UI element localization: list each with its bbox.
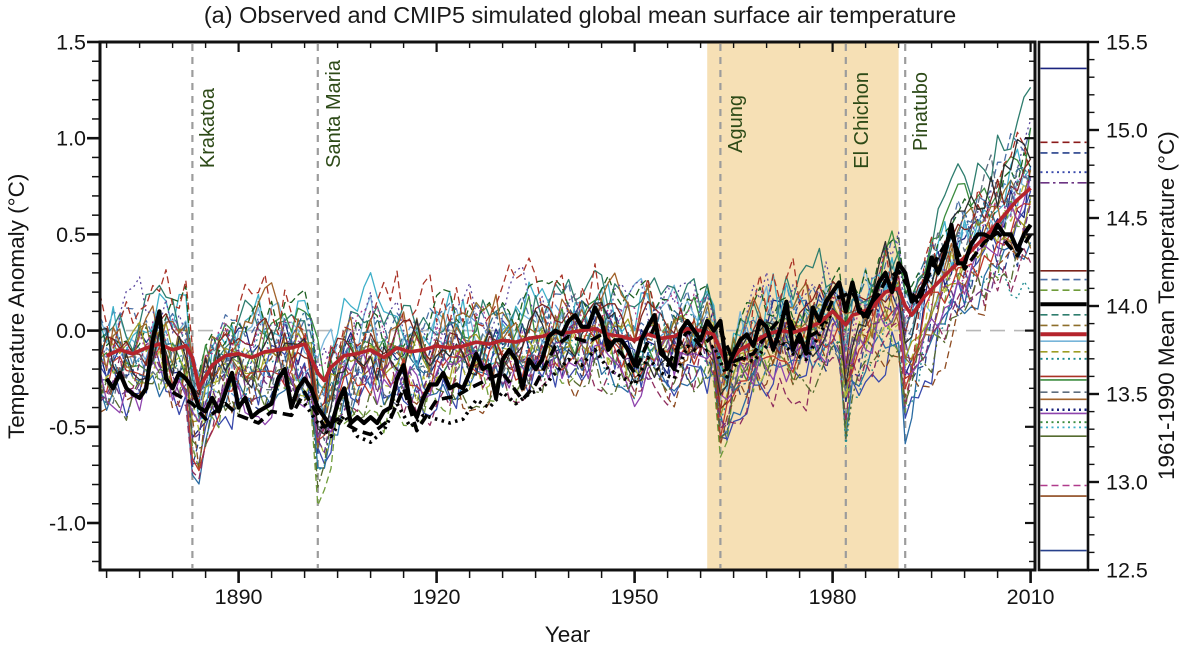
y-left-tick-label: 1.5 <box>56 31 86 55</box>
ensemble-model-line <box>101 152 1032 389</box>
y-right-tick-label: 12.5 <box>1106 559 1148 583</box>
ensemble-model-line <box>101 119 1032 424</box>
y-left-tick-label: 0.5 <box>56 223 86 247</box>
y-right-tick-label: 14.0 <box>1106 295 1148 319</box>
x-axis-title: Year <box>544 622 591 647</box>
y-right-tick-label: 14.5 <box>1106 207 1148 231</box>
y-left-tick-label: 1.0 <box>56 127 86 151</box>
series-multi-model-mean-line <box>105 186 1032 391</box>
ensemble-model-line <box>101 154 1031 442</box>
x-tick-label: 1920 <box>413 585 461 609</box>
y-left-tick-label: 0.0 <box>56 319 86 343</box>
side-panel-lines <box>1040 67 1087 552</box>
ensemble-model-line <box>101 167 1032 401</box>
y-right-tick-label: 15.5 <box>1106 31 1148 55</box>
ensemble-model-line <box>101 198 1031 506</box>
x-tick-label: 2010 <box>1007 585 1055 609</box>
ensemble-model-line <box>101 131 1032 414</box>
y-left-tick-label: -0.5 <box>49 415 86 439</box>
main-plot-frame <box>98 40 1037 572</box>
y-right-tick-label: 13.5 <box>1106 383 1148 407</box>
reference-period-band <box>707 43 899 569</box>
x-tick-label: 1950 <box>611 585 659 609</box>
series-observed-dotted-line <box>303 310 835 445</box>
y-right-tick-label: 13.0 <box>1106 471 1148 495</box>
y-right-tick-label: 15.0 <box>1106 119 1148 143</box>
series-observed-line <box>104 222 1033 429</box>
side-panel-frame <box>1037 40 1090 572</box>
x-tick-label: 1890 <box>215 585 263 609</box>
ensemble-model-line <box>101 233 1032 488</box>
ensemble-model-line <box>101 249 1031 470</box>
data-lines <box>101 87 1033 506</box>
y-left-tick-label: -1.0 <box>49 512 86 536</box>
ensemble-model-line <box>101 138 1032 436</box>
chart-title: (a) Observed and CMIP5 simulated global … <box>203 2 957 28</box>
x-tick-label: 1980 <box>809 585 857 609</box>
axis-ticks <box>87 40 1099 583</box>
